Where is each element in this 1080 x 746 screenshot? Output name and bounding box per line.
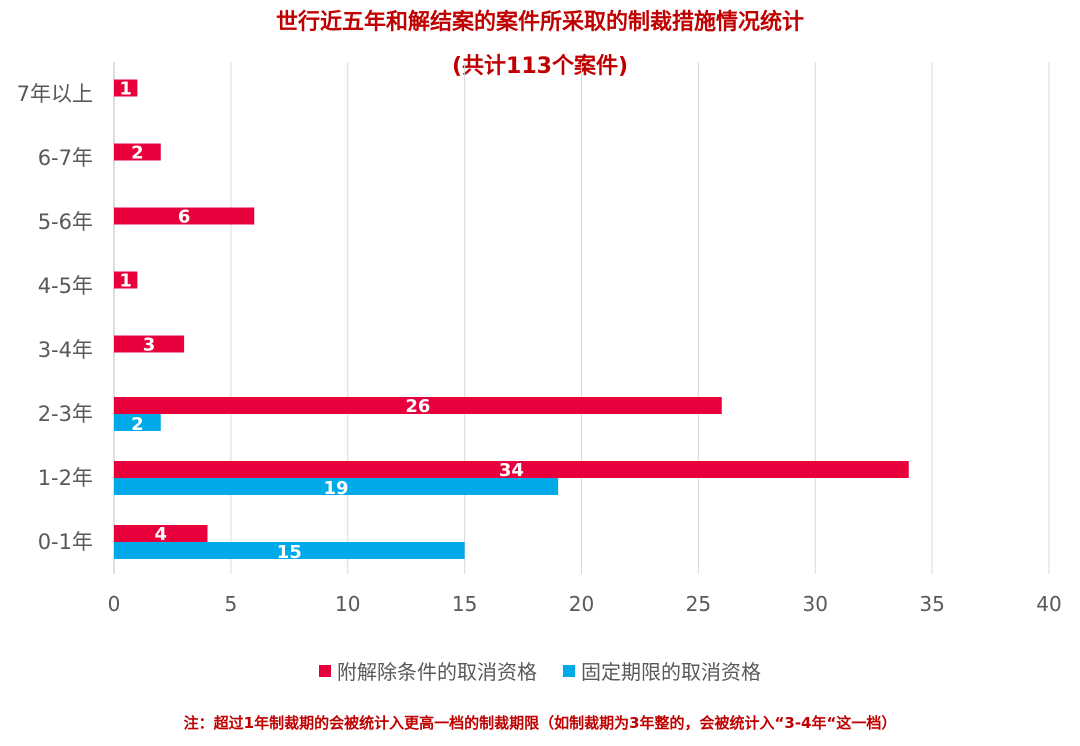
legend-item-series-1: 附解除条件的取消资格 [319, 656, 537, 685]
category-label: 3-4年 [38, 338, 93, 362]
footnote: 注：超过1年制裁期的会被统计入更高一档的制裁期限（如制裁期为3年整的，会被统计入… [183, 714, 897, 732]
bar-series-1 [114, 143, 161, 161]
bar-series-2 [114, 542, 465, 559]
bar-value-label: 15 [277, 542, 302, 563]
bar-value-label: 34 [499, 460, 524, 481]
bar-series-1 [114, 397, 722, 414]
chart-title: 世行近五年和解结案的案件所采取的制裁措施情况统计 [275, 10, 804, 35]
bar-value-label: 2 [131, 414, 144, 435]
category-label: 1-2年 [38, 466, 93, 490]
bar-value-label: 1 [119, 271, 132, 292]
legend-label-series-2: 固定期限的取消资格 [581, 660, 761, 684]
category-label: 6-7年 [38, 146, 93, 170]
bar-series-1 [114, 79, 138, 97]
legend-swatch-series-1 [319, 664, 331, 677]
category-label: 5-6年 [38, 210, 93, 234]
bar-series-2 [114, 414, 161, 431]
bar-series-1 [114, 207, 255, 225]
bar-series-1 [114, 335, 185, 353]
bar-value-label: 4 [154, 524, 167, 545]
x-tick-label: 5 [225, 592, 238, 616]
legend-item-series-2: 固定期限的取消资格 [563, 656, 761, 685]
x-tick-label: 35 [919, 592, 944, 616]
legend-label-series-1: 附解除条件的取消资格 [337, 660, 537, 684]
bar-value-label: 6 [178, 207, 191, 228]
bar-value-label: 19 [324, 478, 349, 499]
x-tick-label: 0 [108, 592, 121, 616]
chart-subtitle: (共计113个案件) [451, 54, 629, 79]
bar-value-label: 3 [143, 335, 156, 356]
bar-value-label: 2 [131, 143, 144, 164]
x-tick-label: 10 [335, 592, 360, 616]
category-label: 0-1年 [38, 530, 93, 554]
x-tick-label: 40 [1036, 592, 1061, 616]
x-tick-label: 30 [803, 592, 828, 616]
bar-chart: 0 5 10 15 20 25 30 35 40 7年以上 1 6-7年 2 5-6年 6 4-5年 1 3-4年… [17, 62, 1062, 616]
bar-series-1 [114, 461, 909, 478]
category-label: 2-3年 [38, 402, 93, 426]
bar-value-label: 26 [405, 396, 430, 417]
x-tick-label: 15 [452, 592, 477, 616]
bar-series-1 [114, 525, 208, 542]
category-label: 4-5年 [38, 274, 93, 298]
x-tick-label: 25 [686, 592, 711, 616]
legend-swatch-series-2 [563, 664, 575, 677]
bar-series-2 [114, 478, 559, 495]
x-tick-label: 20 [569, 592, 594, 616]
category-label: 7年以上 [17, 82, 93, 106]
bar-series-1 [114, 271, 138, 289]
bar-value-label: 1 [119, 79, 132, 100]
chart-legend: 附解除条件的取消资格 固定期限的取消资格 [0, 656, 1080, 685]
